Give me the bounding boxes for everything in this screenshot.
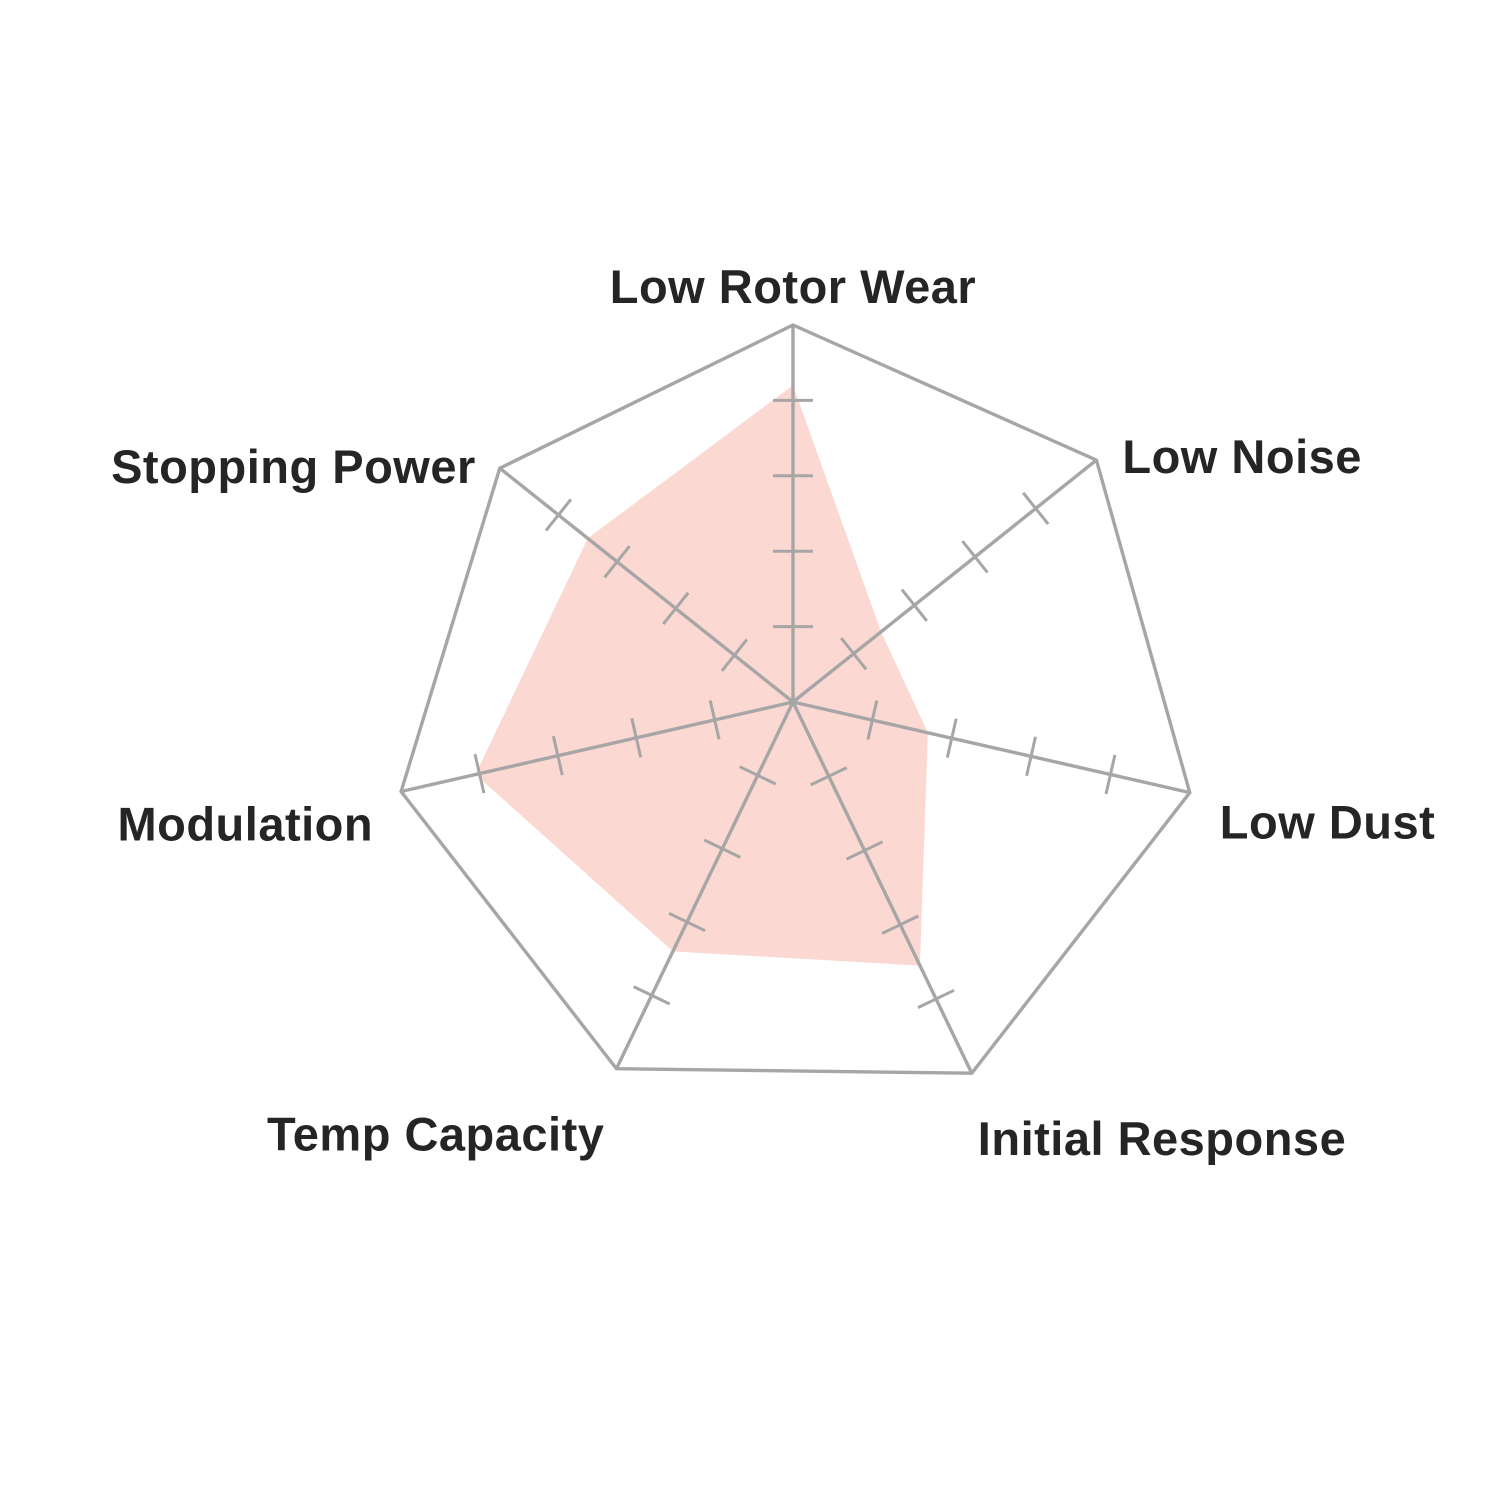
axis-label-modulation: Modulation (117, 798, 373, 851)
radar-axis-line (614, 701, 795, 1070)
axis-tick-mark (866, 700, 879, 740)
axis-tick-mark (551, 735, 564, 776)
axis-tick-mark (900, 588, 928, 622)
axis-tick-mark (945, 718, 958, 759)
radar-axis-line (791, 458, 1098, 704)
radar-axis-line (791, 701, 974, 1074)
radar-outline (399, 323, 1192, 1075)
axis-tick-mark (603, 545, 631, 579)
radar-axis-line (792, 700, 1191, 795)
axis-tick-mark (668, 911, 706, 933)
axis-tick-mark (845, 840, 884, 861)
axis-label-low-rotor-wear: Low Rotor Wear (610, 260, 976, 313)
radar-axis-line (498, 466, 795, 704)
axis-tick-mark (473, 753, 486, 794)
radar-axis-line (400, 700, 794, 794)
axis-tick-mark (917, 988, 955, 1009)
axis-tick-mark (961, 540, 989, 574)
axis-label-temp-capacity: Temp Capacity (267, 1108, 604, 1161)
axis-tick-mark (739, 765, 777, 786)
axis-tick-mark (544, 498, 573, 532)
axis-tick-mark (1104, 754, 1117, 795)
data-polygon (475, 385, 928, 966)
axis-tick-mark (703, 838, 742, 859)
axis-tick-mark (708, 700, 721, 740)
axis-label-initial-response: Initial Response (978, 1112, 1346, 1165)
axis-tick-mark (630, 717, 643, 758)
axis-tick-mark (633, 985, 671, 1006)
axis-tick-mark (720, 638, 748, 672)
axis-tick-mark (662, 591, 690, 626)
axis-label-low-dust: Low Dust (1220, 796, 1435, 849)
axis-tick-mark (881, 914, 919, 935)
axis-tick-mark (1022, 491, 1050, 526)
axis-label-stopping-power: Stopping Power (111, 440, 476, 493)
axis-tick-mark (810, 766, 848, 787)
axis-tick-mark (840, 637, 868, 671)
axis-label-low-noise: Low Noise (1122, 430, 1362, 483)
axis-tick-mark (1025, 736, 1037, 777)
